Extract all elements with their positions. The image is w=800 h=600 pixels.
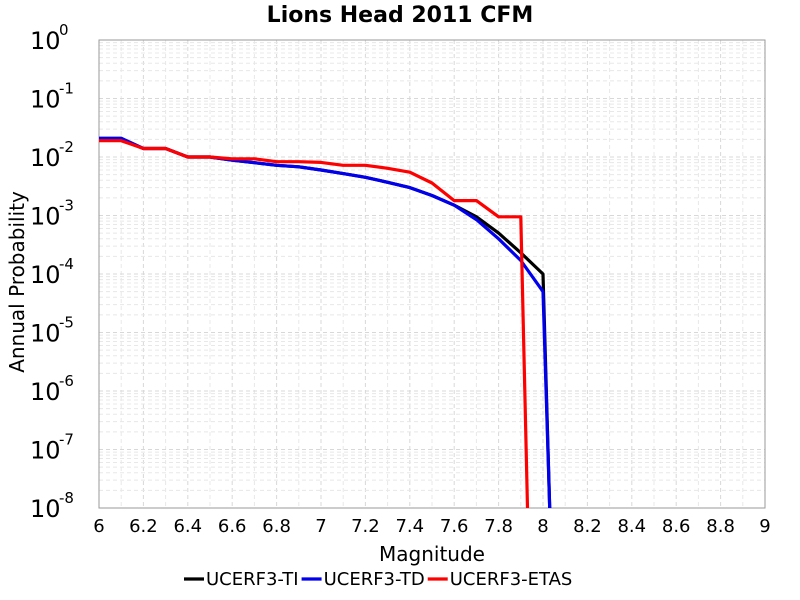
x-tick-label: 7.4	[395, 516, 424, 537]
y-tick-base: 10	[30, 320, 61, 348]
y-tick-base: 10	[30, 203, 61, 231]
grid	[98, 39, 766, 509]
y-tick-exponent: -2	[59, 138, 74, 156]
y-tick-exponent: -1	[59, 80, 74, 98]
x-tick-label: 8	[537, 516, 548, 537]
y-axis-title: Annual Probability	[5, 191, 29, 373]
y-tick-base: 10	[30, 495, 61, 523]
x-tick-label: 9	[759, 516, 770, 537]
y-tick-exponent: -4	[59, 255, 74, 273]
y-tick-label: 10-4	[30, 255, 74, 289]
y-tick-exponent: -8	[59, 489, 74, 507]
legend-label: UCERF3-TD	[324, 569, 425, 590]
legend-label: UCERF3-ETAS	[450, 569, 573, 590]
y-tick-label: 100	[30, 21, 69, 55]
x-tick-label: 6	[93, 516, 104, 537]
x-tick-label: 8.6	[662, 516, 691, 537]
y-tick-label: 10-8	[30, 489, 74, 523]
x-tick-label: 7	[315, 516, 326, 537]
x-tick-label: 8.2	[573, 516, 602, 537]
y-tick-label: 10-1	[30, 80, 74, 114]
y-tick-base: 10	[30, 437, 61, 465]
y-tick-label: 10-5	[30, 314, 74, 348]
series-line-ucerf3-etas	[99, 139, 530, 509]
series-line-ucerf3-ti	[99, 137, 552, 509]
x-tick-label: 7.6	[440, 516, 469, 537]
x-axis-ticks: 6 6.2 6.4 6.6 6.8 7 7.2 7.4 7.6 7.8 8 8.2 8.4 8.6 8.8 9	[93, 516, 770, 537]
legend: UCERF3-TI UCERF3-TD UCERF3-ETAS	[184, 569, 572, 590]
y-tick-base: 10	[30, 27, 61, 55]
y-tick-exponent: -5	[59, 314, 74, 332]
x-tick-label: 6.6	[218, 516, 247, 537]
y-tick-label: 10-6	[30, 372, 74, 406]
legend-item: UCERF3-ETAS	[427, 569, 573, 590]
x-axis-title: Magnitude	[379, 542, 485, 566]
legend-item: UCERF3-TD	[301, 569, 425, 590]
y-tick-label: 10-3	[30, 197, 74, 231]
x-tick-label: 8.8	[706, 516, 735, 537]
legend-label: UCERF3-TI	[206, 569, 299, 590]
series-layer	[99, 136, 552, 509]
y-tick-base: 10	[30, 261, 61, 289]
y-tick-base: 10	[30, 144, 61, 172]
y-tick-exponent: -7	[59, 431, 74, 449]
y-tick-exponent: -3	[59, 197, 74, 215]
x-tick-label: 6.8	[262, 516, 291, 537]
chart-title: Lions Head 2011 CFM	[267, 3, 534, 28]
y-tick-base: 10	[30, 378, 61, 406]
x-tick-label: 7.8	[484, 516, 513, 537]
x-tick-label: 6.2	[129, 516, 158, 537]
x-tick-label: 8.4	[617, 516, 646, 537]
x-tick-label: 7.2	[351, 516, 380, 537]
y-tick-exponent: -6	[59, 372, 74, 390]
x-tick-label: 6.4	[173, 516, 202, 537]
plot-area	[98, 39, 766, 509]
legend-item: UCERF3-TI	[184, 569, 299, 590]
y-tick-exponent: 0	[59, 21, 69, 39]
y-tick-label: 10-2	[30, 138, 74, 172]
y-tick-label: 10-7	[30, 431, 74, 465]
y-tick-base: 10	[30, 86, 61, 114]
